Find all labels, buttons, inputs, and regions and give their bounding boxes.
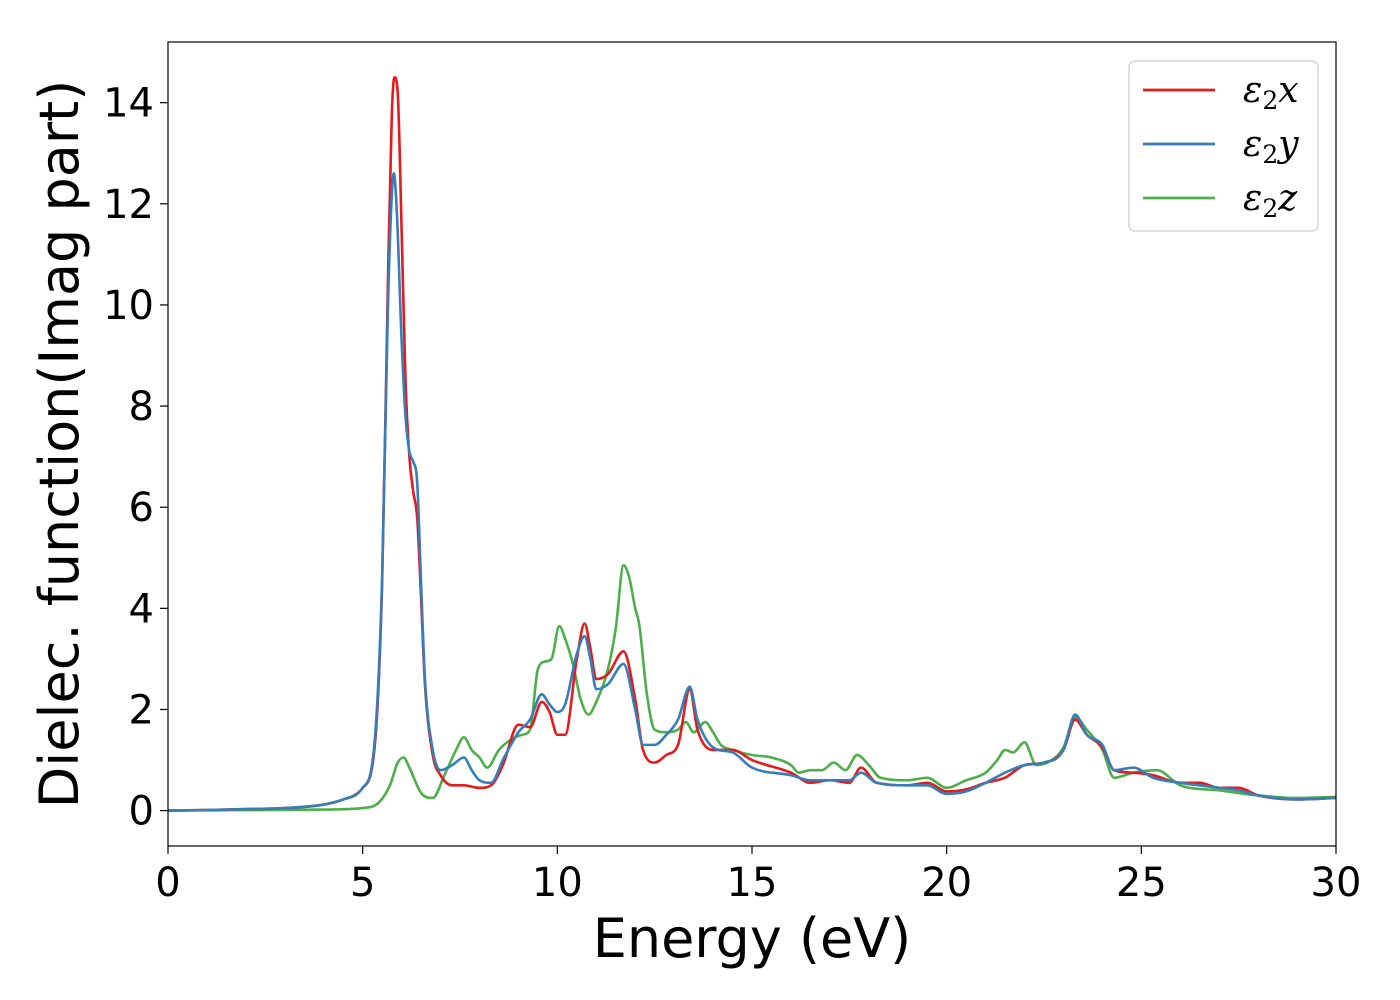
y-tick-label: 10 (103, 283, 154, 329)
x-tick-label: 25 (1116, 860, 1167, 906)
plot-lines (167, 76, 1337, 812)
y-tick-label: 2 (129, 687, 154, 733)
legend-box (1128, 60, 1319, 232)
legend: ε2x ε2y ε2z (1128, 60, 1319, 232)
x-tick-label: 30 (1311, 860, 1362, 906)
y-axis: 0 2 4 6 8 10 12 14 (103, 81, 168, 835)
y-tick-label: 4 (129, 586, 154, 632)
x-tick-label: 5 (350, 860, 375, 906)
legend-label-x: ε2x (1243, 70, 1299, 115)
legend-label-y: ε2y (1243, 124, 1299, 169)
y-tick-label: 0 (129, 789, 154, 835)
series-line-y (167, 172, 1337, 812)
x-tick-label: 0 (155, 860, 180, 906)
x-tick-label: 10 (532, 860, 583, 906)
y-axis-label: Dielec. function(Imag part) (28, 80, 91, 809)
series-line-z (167, 564, 1337, 812)
x-axis-label: Energy (eV) (593, 907, 912, 970)
y-tick-label: 14 (103, 81, 154, 127)
y-tick-label: 12 (103, 182, 154, 228)
y-tick-label: 8 (129, 384, 154, 430)
x-tick-label: 20 (921, 860, 972, 906)
x-tick-label: 15 (727, 860, 778, 906)
x-axis: 0 5 10 15 20 25 30 (155, 846, 1361, 906)
y-tick-label: 6 (129, 485, 154, 531)
legend-label-z: ε2z (1243, 178, 1298, 223)
